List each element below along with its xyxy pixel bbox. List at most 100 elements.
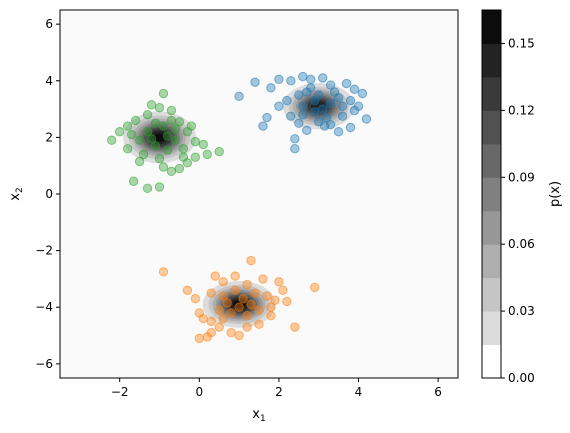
colorbar-tick-label: 0.03	[508, 304, 535, 318]
x-tick-label: 6	[434, 385, 442, 399]
data-point	[202, 149, 212, 160]
data-point	[230, 271, 240, 281]
data-point	[230, 285, 240, 295]
data-point	[142, 183, 153, 194]
data-point	[321, 112, 332, 123]
x-tick-label: 4	[355, 385, 363, 399]
data-point	[290, 322, 300, 332]
data-point	[266, 311, 276, 321]
data-point	[146, 100, 157, 110]
data-point	[325, 98, 336, 109]
data-point	[274, 101, 284, 111]
data-point	[130, 115, 141, 126]
data-point	[166, 105, 177, 116]
y-tick-label: −6	[35, 357, 53, 371]
data-point	[298, 101, 308, 111]
data-point	[202, 332, 212, 342]
y-tick-label: 0	[45, 187, 53, 201]
data-point	[134, 156, 145, 167]
colorbar-label: p(x)	[548, 181, 563, 207]
data-point	[242, 279, 252, 290]
data-point	[186, 121, 197, 131]
x-tick-label: 2	[275, 385, 283, 399]
data-point	[246, 255, 256, 266]
colorbar-band	[482, 344, 501, 379]
data-point	[290, 144, 300, 154]
data-point	[210, 271, 220, 281]
data-point	[242, 322, 252, 332]
data-point	[206, 288, 216, 298]
data-point	[158, 162, 169, 172]
data-point	[294, 90, 304, 100]
data-point	[274, 277, 284, 287]
data-point	[286, 111, 296, 121]
data-point	[142, 110, 153, 120]
data-point	[107, 135, 117, 145]
data-point	[254, 305, 264, 315]
data-point	[158, 121, 169, 131]
y-tick-label: 6	[45, 17, 53, 31]
colorbar-ticks: 0.00 0.03 0.06 0.09 0.12 0.15	[501, 36, 535, 385]
data-point	[134, 135, 145, 145]
data-point	[122, 121, 133, 131]
data-point	[154, 153, 165, 164]
data-point	[150, 141, 161, 151]
data-point	[337, 101, 348, 111]
data-point	[262, 112, 272, 123]
colorbar-frame	[481, 9, 502, 379]
data-point	[258, 274, 268, 284]
data-point	[198, 139, 208, 150]
data-point	[190, 152, 201, 162]
data-point	[126, 129, 137, 140]
data-point	[226, 308, 236, 318]
data-point	[218, 291, 228, 301]
data-point	[250, 288, 260, 298]
colorbar-band	[482, 43, 501, 78]
scatter-points	[107, 71, 372, 344]
data-point	[222, 298, 232, 308]
x-tick-label: −2	[111, 385, 129, 399]
data-point	[310, 282, 320, 293]
data-point	[317, 73, 328, 83]
data-point	[178, 144, 189, 154]
data-point	[266, 302, 276, 312]
data-point	[262, 291, 272, 301]
data-point	[128, 176, 139, 186]
colorbar	[482, 10, 501, 379]
data-point	[166, 166, 177, 177]
colorbar-tick-label: 0.00	[508, 371, 535, 385]
data-point	[361, 114, 372, 124]
data-point	[254, 319, 264, 329]
data-point	[190, 136, 201, 147]
data-point	[170, 124, 181, 134]
data-point	[314, 90, 324, 100]
colorbar-tick-label: 0.15	[508, 36, 535, 50]
colorbar-band	[482, 177, 501, 212]
colorbar-band	[482, 10, 501, 44]
data-point	[270, 295, 280, 305]
data-point	[345, 95, 356, 106]
y-tick-label: −2	[35, 244, 53, 258]
data-point	[206, 316, 216, 327]
colorbar-band	[482, 244, 501, 279]
data-point	[150, 118, 161, 128]
data-point	[214, 146, 224, 157]
data-point	[357, 88, 368, 99]
data-point	[341, 78, 352, 89]
colorbar-tick-label: 0.06	[508, 237, 535, 251]
data-point	[218, 277, 228, 287]
data-point	[154, 102, 165, 113]
data-point	[194, 308, 205, 318]
data-point	[234, 330, 244, 341]
data-point	[162, 145, 173, 155]
colorbar-band	[482, 210, 501, 245]
data-point	[182, 285, 193, 295]
data-point	[246, 299, 256, 310]
colorbar-band	[482, 110, 501, 145]
colorbar-band	[482, 311, 501, 346]
data-point	[310, 107, 320, 117]
data-point	[317, 104, 328, 114]
colorbar-band	[482, 277, 501, 312]
data-point	[115, 127, 125, 137]
y-axis-ticks: −6 −4 −2 0 2 4 6	[35, 17, 60, 371]
